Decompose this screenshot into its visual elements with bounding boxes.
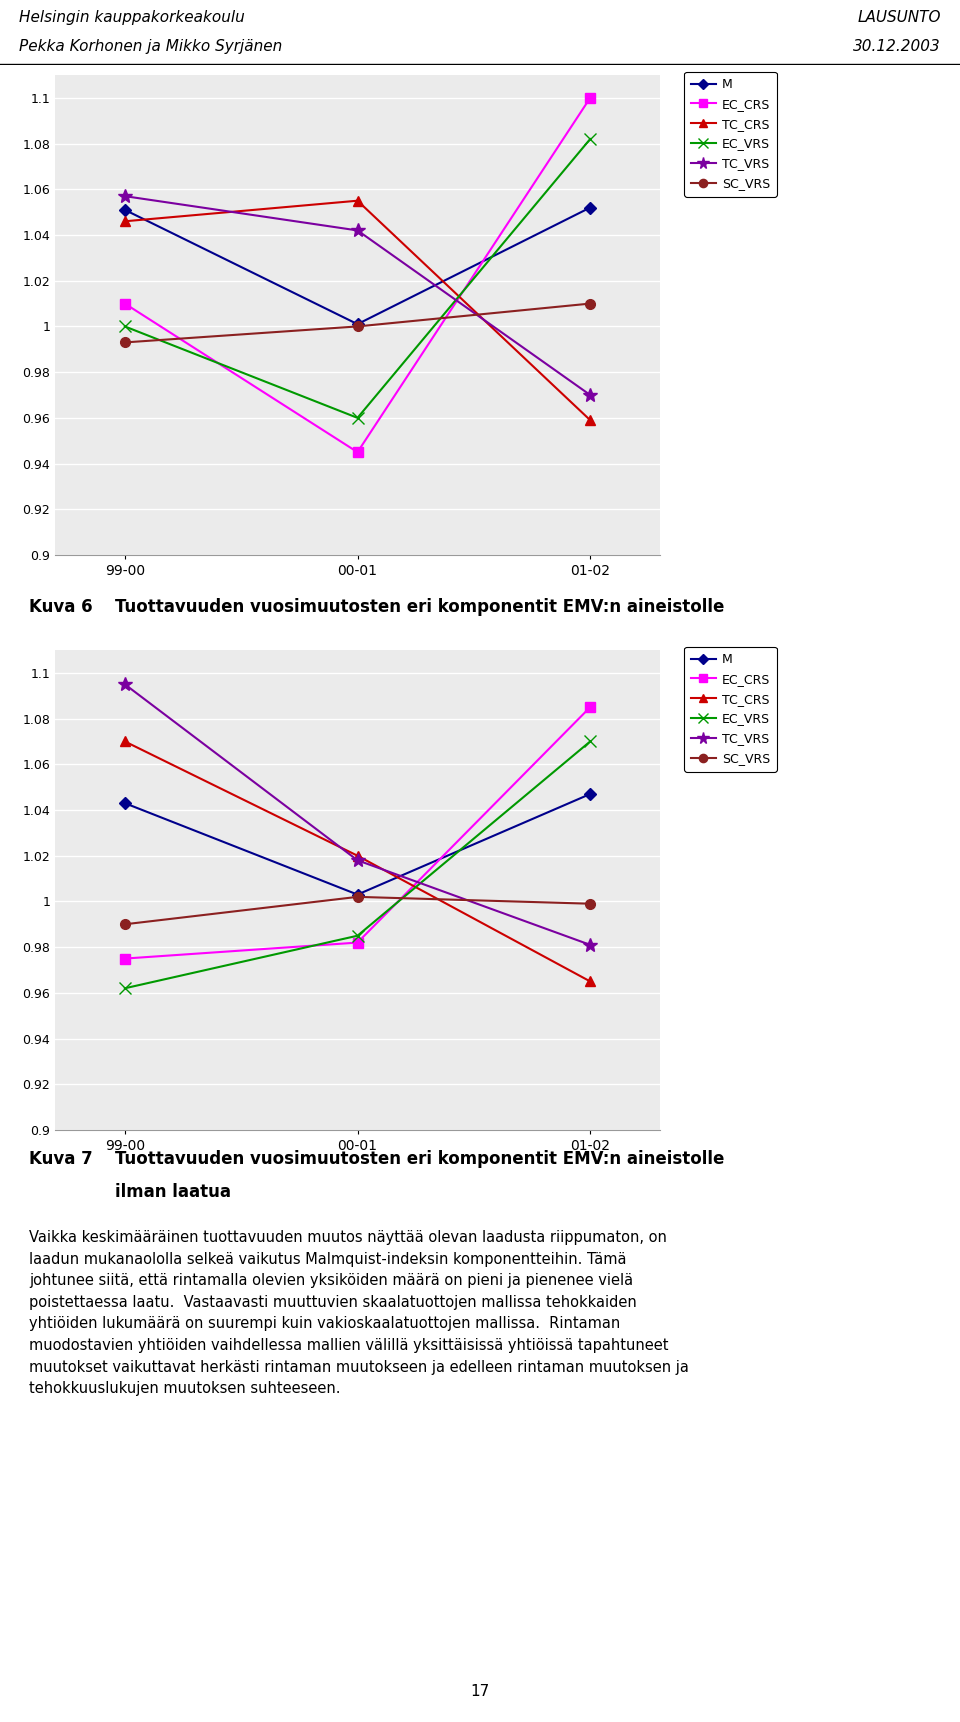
Text: Vaikka keskimääräinen tuottavuuden muutos näyttää olevan laadusta riippumaton, o: Vaikka keskimääräinen tuottavuuden muuto…: [29, 1230, 688, 1397]
Text: LAUSUNTO: LAUSUNTO: [857, 10, 941, 24]
Text: Tuottavuuden vuosimuutosten eri komponentit EMV:n aineistolle: Tuottavuuden vuosimuutosten eri komponen…: [115, 1150, 725, 1168]
Text: 30.12.2003: 30.12.2003: [853, 40, 941, 53]
Legend: M, EC_CRS, TC_CRS, EC_VRS, TC_VRS, SC_VRS: M, EC_CRS, TC_CRS, EC_VRS, TC_VRS, SC_VR…: [684, 72, 777, 196]
Text: Pekka Korhonen ja Mikko Syrjänen: Pekka Korhonen ja Mikko Syrjänen: [19, 40, 282, 53]
Text: Tuottavuuden vuosimuutosten eri komponentit EMV:n aineistolle: Tuottavuuden vuosimuutosten eri komponen…: [115, 598, 725, 616]
Text: Kuva 7: Kuva 7: [29, 1150, 92, 1168]
Text: Helsingin kauppakorkeakoulu: Helsingin kauppakorkeakoulu: [19, 10, 245, 24]
Text: ilman laatua: ilman laatua: [115, 1183, 231, 1200]
Text: Kuva 6: Kuva 6: [29, 598, 92, 616]
Legend: M, EC_CRS, TC_CRS, EC_VRS, TC_VRS, SC_VRS: M, EC_CRS, TC_CRS, EC_VRS, TC_VRS, SC_VR…: [684, 647, 777, 771]
Text: 17: 17: [470, 1684, 490, 1700]
